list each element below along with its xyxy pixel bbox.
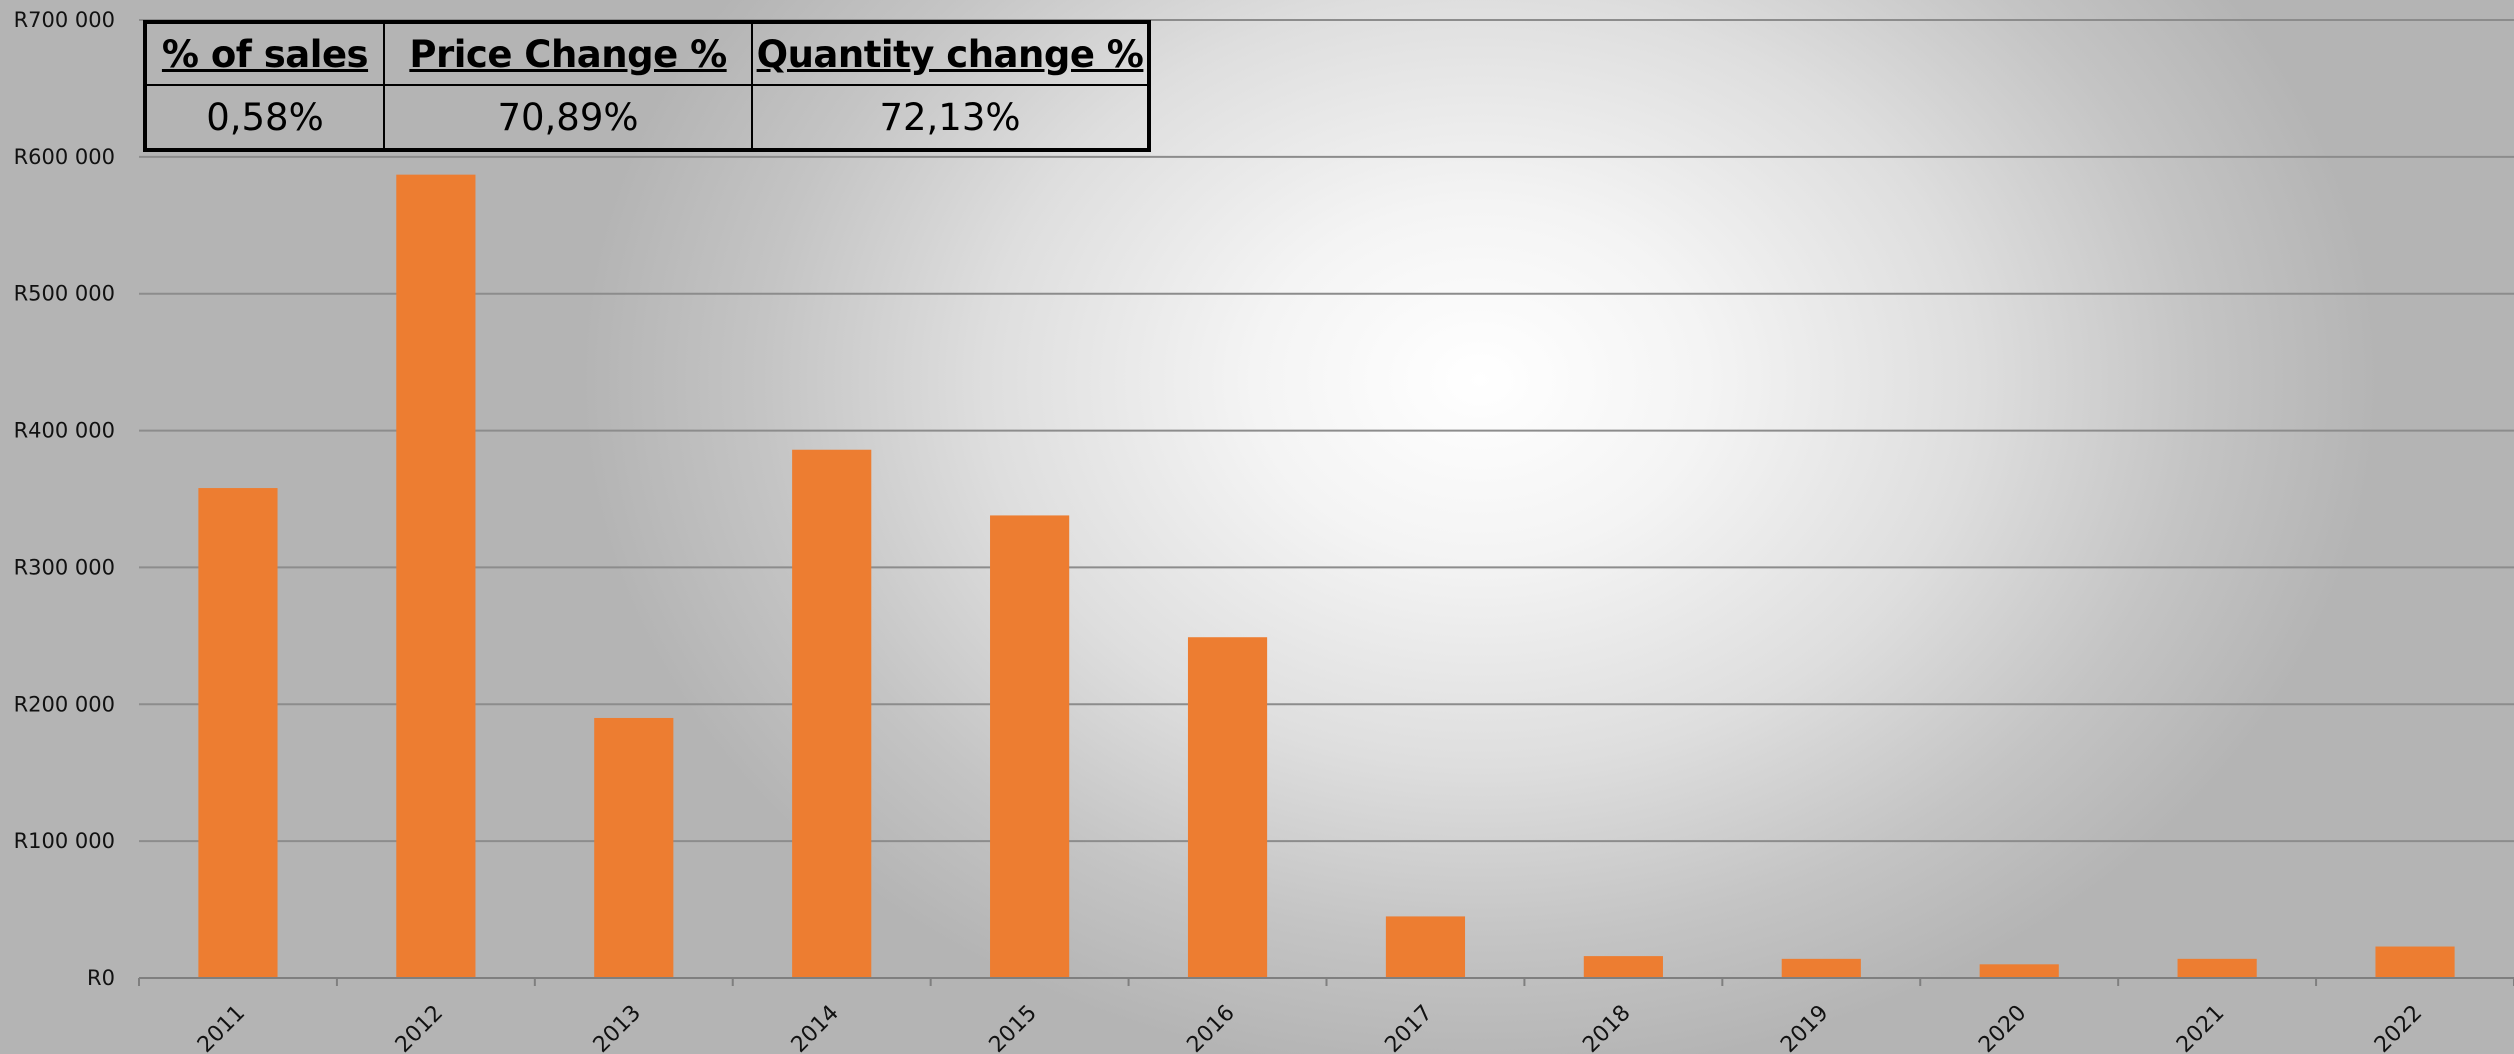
x-tick-label: 2019 bbox=[1776, 1001, 1833, 1054]
summary-value-row: 0,58% 70,89% 72,13% bbox=[144, 84, 1150, 151]
summary-header-row: % of sales Price Change % Quantity chang… bbox=[144, 21, 1150, 86]
summary-value-price-change: 70,89% bbox=[383, 84, 753, 151]
x-tick-label: 2022 bbox=[2370, 1001, 2427, 1054]
bar-2022 bbox=[2375, 946, 2455, 978]
y-tick-label: R400 000 bbox=[14, 419, 115, 443]
bar-2018 bbox=[1583, 956, 1663, 978]
x-tick-label: 2011 bbox=[193, 1001, 250, 1054]
y-tick-label: R700 000 bbox=[14, 8, 115, 32]
x-tick-label: 2021 bbox=[2172, 1001, 2229, 1054]
bar-2011 bbox=[198, 488, 278, 978]
bar-2017 bbox=[1385, 916, 1466, 978]
y-axis-labels: R0 R100 000 R200 000 R300 000 R400 000 R500 0… bbox=[14, 8, 115, 990]
x-tick-label: 2015 bbox=[985, 1001, 1042, 1054]
x-axis-labels: 2011 2012 2013 2014 2015 2016 2017 2018 2019 2020… bbox=[193, 1001, 2427, 1054]
bar-2019 bbox=[1781, 958, 1861, 978]
summary-header-quantity-change: Quantity change % bbox=[751, 21, 1150, 86]
x-tick-label: 2020 bbox=[1974, 1001, 2031, 1054]
bar-2014 bbox=[792, 449, 872, 978]
bar-2020 bbox=[1979, 964, 2059, 978]
x-tick-label: 2016 bbox=[1183, 1001, 1240, 1054]
x-tick-label: 2018 bbox=[1578, 1001, 1635, 1054]
summary-header-pct-sales: % of sales bbox=[144, 21, 385, 86]
summary-value-pct-sales: 0,58% bbox=[144, 84, 385, 151]
summary-value-quantity-change: 72,13% bbox=[751, 84, 1150, 151]
bar-2013 bbox=[594, 717, 674, 978]
x-tick-label: 2013 bbox=[589, 1001, 646, 1054]
x-tick-label: 2012 bbox=[391, 1001, 448, 1054]
bar-2016 bbox=[1187, 637, 1268, 978]
y-tick-label: R300 000 bbox=[14, 555, 115, 579]
bar-2015 bbox=[990, 515, 1070, 978]
x-axis bbox=[138, 977, 2514, 986]
y-tick-label: R0 bbox=[87, 966, 115, 990]
bar-2012 bbox=[396, 174, 476, 979]
y-tick-label: R600 000 bbox=[14, 145, 115, 169]
bars bbox=[198, 174, 2455, 979]
bar-2021 bbox=[2177, 958, 2257, 978]
y-tick-label: R100 000 bbox=[14, 829, 115, 853]
y-tick-label: R500 000 bbox=[14, 282, 115, 306]
summary-header-price-change: Price Change % bbox=[383, 21, 753, 86]
x-tick-label: 2017 bbox=[1380, 1001, 1437, 1054]
x-tick-label: 2014 bbox=[787, 1001, 844, 1054]
summary-table: % of sales Price Change % Quantity chang… bbox=[143, 20, 1151, 152]
y-tick-label: R200 000 bbox=[14, 692, 115, 716]
